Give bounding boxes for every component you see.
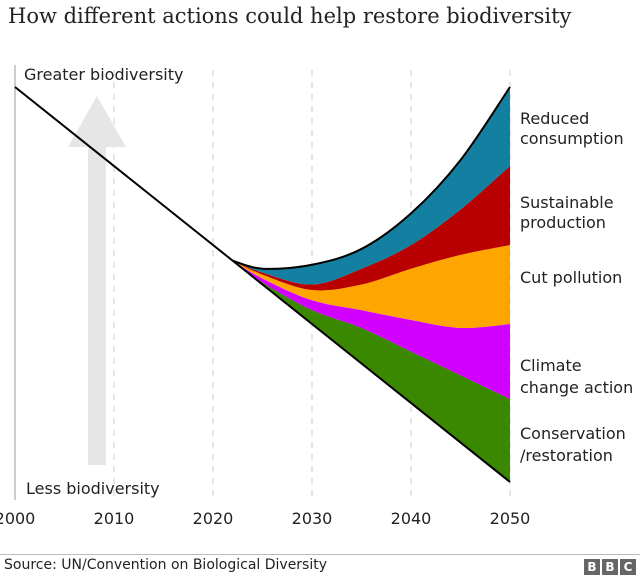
x-tick-label: 2000	[0, 509, 35, 528]
area-cut-pollution	[232, 245, 511, 329]
series-label: consumption	[520, 129, 624, 148]
series-label: Cut pollution	[520, 268, 622, 287]
area-reduced-consumption	[232, 87, 511, 285]
series-label: /restoration	[520, 446, 613, 465]
x-tick-label: 2030	[292, 509, 333, 528]
x-tick-label: 2020	[193, 509, 234, 528]
x-tick-label: 2040	[391, 509, 432, 528]
trend-line	[14, 86, 511, 483]
series-label: Climate	[520, 356, 582, 375]
footer-divider	[0, 554, 640, 555]
series-label: Sustainable	[520, 193, 614, 212]
series-label: Conservation	[520, 424, 626, 443]
area-sustainable-production	[232, 166, 511, 291]
x-tick-label: 2050	[490, 509, 531, 528]
area-climate-change-action	[232, 260, 511, 400]
series-label: production	[520, 213, 606, 232]
series-label: change action	[520, 378, 633, 397]
chart-title: How different actions could help restore…	[8, 4, 572, 28]
y-bottom-label: Less biodiversity	[26, 479, 160, 498]
up-arrow-icon	[68, 96, 126, 465]
chart-area: 2000 2010 2020 2030 2040 2050 Greater biodiver…	[0, 65, 633, 528]
series-label: Reduced	[520, 109, 589, 128]
x-tick-label: 2010	[94, 509, 135, 528]
y-top-label: Greater biodiversity	[24, 65, 183, 84]
source-note: Source: UN/Convention on Biological Dive…	[4, 557, 328, 573]
top-outline	[232, 86, 511, 270]
